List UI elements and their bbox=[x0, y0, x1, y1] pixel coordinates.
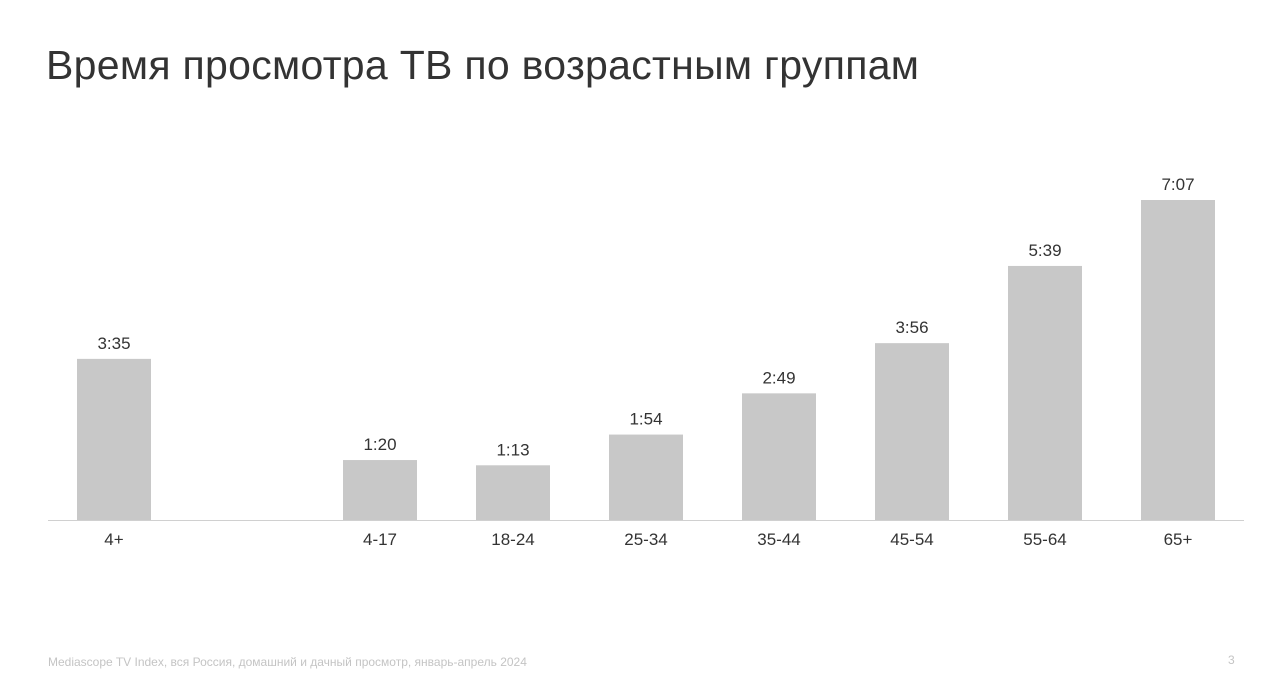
bar-65+ bbox=[1141, 200, 1215, 520]
data-label: 1:54 bbox=[629, 410, 662, 429]
source-footnote: Mediascope TV Index, вся Россия, домашни… bbox=[48, 655, 527, 669]
x-tick-label: 35-44 bbox=[757, 530, 800, 549]
page-title: Время просмотра ТВ по возрастным группам bbox=[46, 42, 920, 88]
x-tick-label: 4-17 bbox=[363, 530, 397, 549]
data-label: 3:56 bbox=[895, 318, 928, 337]
data-label: 7:07 bbox=[1161, 175, 1194, 194]
x-tick-label: 65+ bbox=[1164, 530, 1193, 549]
data-label: 1:20 bbox=[363, 435, 396, 454]
bar-18-24 bbox=[476, 465, 550, 520]
data-label: 3:35 bbox=[97, 334, 130, 353]
bar-4+ bbox=[77, 358, 151, 520]
bar-4-17 bbox=[343, 460, 417, 520]
x-tick-label: 18-24 bbox=[491, 530, 534, 549]
bar-55-64 bbox=[1008, 265, 1082, 520]
x-tick-label: 45-54 bbox=[890, 530, 933, 549]
bar-45-54 bbox=[875, 343, 949, 520]
data-label: 2:49 bbox=[762, 368, 795, 387]
bar-35-44 bbox=[742, 393, 816, 520]
x-tick-label: 4+ bbox=[104, 530, 123, 549]
bar-25-34 bbox=[609, 434, 683, 520]
x-tick-label: 55-64 bbox=[1023, 530, 1066, 549]
x-tick-label: 25-34 bbox=[624, 530, 667, 549]
data-label: 1:13 bbox=[496, 440, 529, 459]
data-label: 5:39 bbox=[1028, 241, 1061, 260]
page-number: 3 bbox=[1228, 653, 1235, 667]
